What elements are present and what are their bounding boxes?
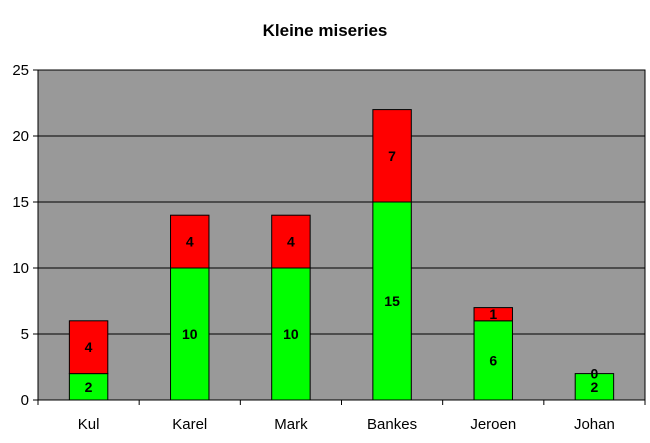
y-tick-label: 5 xyxy=(21,326,29,343)
bar-segment xyxy=(68,373,109,401)
x-tick-label: Johan xyxy=(574,416,615,433)
y-tick-label: 20 xyxy=(12,128,29,145)
x-axis: Kul Karel Mark Bankes Jeroen Johan xyxy=(37,400,646,433)
bar-segment xyxy=(574,373,615,401)
y-axis: 0 5 10 15 20 25 xyxy=(12,62,38,409)
x-tick-label: Bankes xyxy=(367,416,417,433)
data-label: 7 xyxy=(388,148,396,164)
bar-segment xyxy=(473,320,513,401)
x-tick-label: Mark xyxy=(274,416,308,433)
data-label: 6 xyxy=(489,352,497,368)
x-tick-label: Kul xyxy=(78,416,100,433)
data-label: 15 xyxy=(384,293,400,309)
bar-segment xyxy=(271,267,311,401)
y-tick-label: 0 xyxy=(21,392,29,409)
gridlines xyxy=(38,135,645,335)
y-tick-label: 25 xyxy=(12,62,29,79)
bar-segment xyxy=(473,307,513,322)
data-label: 1 xyxy=(489,306,497,322)
data-label: 10 xyxy=(182,326,198,342)
bar-segment xyxy=(170,214,210,269)
data-label: 4 xyxy=(186,234,194,250)
data-label: 10 xyxy=(283,326,299,342)
bar-segment xyxy=(271,214,311,269)
data-label: 4 xyxy=(85,339,93,355)
bars xyxy=(68,109,615,401)
chart-title: Kleine miseries xyxy=(263,21,388,40)
plot-area xyxy=(37,69,646,401)
data-label: 4 xyxy=(287,234,295,250)
y-tick-label: 10 xyxy=(12,260,29,277)
data-label: 2 xyxy=(85,379,93,395)
y-tick-label: 15 xyxy=(12,194,29,211)
bar-segment xyxy=(372,109,412,203)
data-label: 0 xyxy=(591,366,599,382)
data-label: 2 xyxy=(591,379,599,395)
x-tick-label: Jeroen xyxy=(470,416,516,433)
bar-segment xyxy=(372,201,412,401)
x-tick-label: Karel xyxy=(172,416,207,433)
bar-segment xyxy=(68,320,109,375)
